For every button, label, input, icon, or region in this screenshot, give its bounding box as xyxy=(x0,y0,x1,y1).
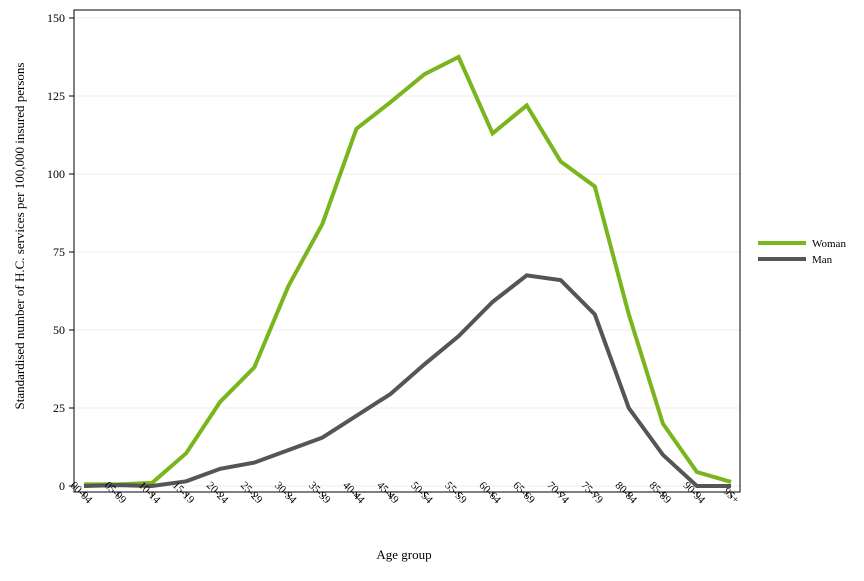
legend-label: Man xyxy=(812,254,833,266)
x-axis-title: Age group xyxy=(376,547,431,562)
y-tick-label: 125 xyxy=(47,89,65,103)
y-tick-label: 75 xyxy=(53,245,65,259)
y-axis-title: Standardised number of H.C. services per… xyxy=(12,63,27,410)
y-tick-label: 100 xyxy=(47,167,65,181)
y-tick-label: 25 xyxy=(53,401,65,415)
plot-background xyxy=(74,10,740,492)
y-axis: 0 25 50 75 100 125 150 xyxy=(47,11,74,493)
legend: Woman Man xyxy=(758,238,846,266)
y-tick-label: 0 xyxy=(59,479,65,493)
legend-label: Woman xyxy=(812,238,846,250)
y-tick-label: 50 xyxy=(53,323,65,337)
y-tick-label: 150 xyxy=(47,11,65,25)
